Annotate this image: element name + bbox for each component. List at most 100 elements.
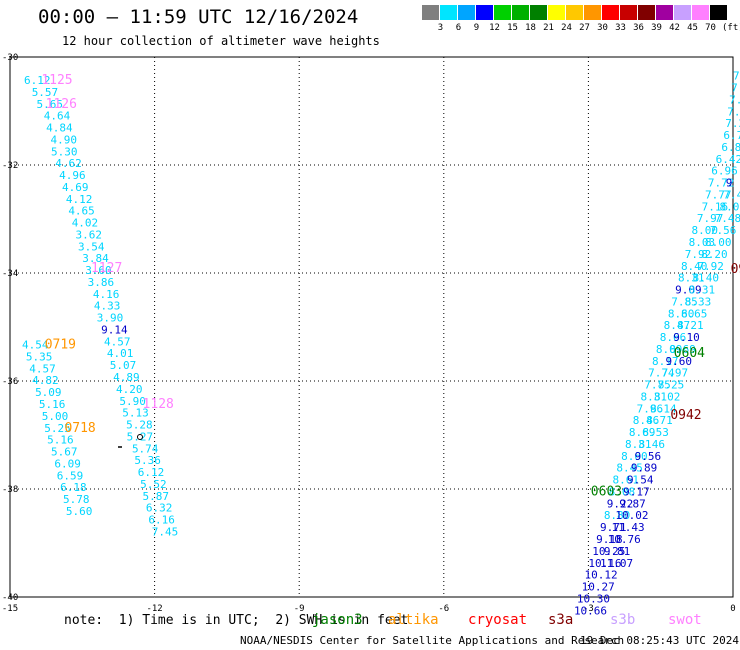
pass-time-label: 09: [731, 262, 740, 277]
wave-height-label: 4.84: [46, 122, 73, 135]
legend-swatch: [710, 5, 727, 20]
wave-height-label: 8.31: [625, 438, 652, 451]
wave-height-label: 8.65: [681, 307, 708, 320]
wave-height-label: 10.02: [615, 509, 648, 522]
wave-height-label: 8.00: [692, 224, 719, 237]
wave-height-label: 3.90: [97, 312, 124, 325]
wave-height-label: 7.96: [637, 402, 664, 415]
wave-height-label: 8.40: [681, 260, 708, 273]
page-title: 00:00 – 11:59 UTC 12/16/2024: [38, 6, 359, 28]
wave-height-label: 5.87: [143, 490, 170, 503]
wave-height-label: 5.07: [110, 359, 137, 372]
wave-height-label: 5.30: [51, 145, 78, 158]
y-tick-label: -30: [2, 53, 18, 63]
wave-height-label: 6.59: [57, 469, 83, 482]
wave-height-label: 7.72: [708, 177, 735, 190]
timestamp: 19 Dec 08:25:43 UTC 2024: [580, 634, 739, 647]
wave-height-label: 5.25: [44, 422, 71, 435]
pass-time-label: 0942: [670, 408, 701, 423]
wave-height-label: 8.46: [633, 414, 660, 427]
mission-swot: swot: [668, 612, 702, 628]
x-tick-label: -12: [146, 604, 162, 614]
wave-height-label: 8.02: [654, 390, 681, 403]
wave-height-label: 3.86: [88, 276, 115, 289]
wave-height-label: 7.2: [725, 117, 740, 130]
wave-height-label: 9.14: [101, 323, 128, 336]
x-tick-label: -15: [2, 604, 18, 614]
legend-label: 21: [543, 23, 554, 33]
wave-height-label: 7.75: [644, 379, 671, 392]
wave-height-label: 8.33: [685, 295, 712, 308]
wave-height-label: 4.62: [55, 157, 82, 170]
wave-height-label: 6.09: [54, 457, 81, 470]
wave-height-label: 5.90: [119, 395, 146, 408]
mission-s3b: s3b: [610, 612, 636, 628]
wave-height-label: 8.40: [693, 272, 720, 285]
legend-swatch: [566, 5, 583, 20]
credit-line: NOAA/NESDIS Center for Satellite Applica…: [240, 634, 625, 647]
wave-height-label: 8.20: [701, 248, 728, 261]
wave-height-label: 3.62: [76, 228, 103, 241]
wave-height-label: 7.45: [152, 525, 179, 538]
wave-height-label: 10.30: [577, 592, 610, 605]
wave-height-label: 7.97: [662, 367, 689, 380]
wave-height-label: 8.09: [656, 343, 683, 356]
mission-jason3: jason3: [312, 612, 363, 628]
wave-height-label: 8.31: [678, 272, 705, 285]
wave-height-label: 9.89: [631, 462, 658, 475]
legend-swatch: [692, 5, 709, 20]
wave-height-label: 4.82: [32, 374, 59, 387]
wave-height-label: 4.90: [50, 133, 77, 146]
wave-height-label: 8.21: [677, 319, 704, 332]
wave-height-label: 8.08: [609, 485, 636, 498]
mission-altika: altika: [388, 612, 439, 628]
wave-height-label: 8.17: [652, 355, 679, 368]
wave-height-label: 8.14: [650, 402, 677, 415]
wave-height-label: 5.09: [35, 386, 62, 399]
wave-height-label: 10.66: [574, 604, 607, 617]
x-tick-label: -3: [583, 604, 594, 614]
legend-label: 15: [507, 23, 518, 33]
legend-label: 33: [615, 23, 626, 33]
legend-swatch: [656, 5, 673, 20]
wave-height-label: 7.85: [671, 295, 698, 308]
legend-swatch: [638, 5, 655, 20]
wave-height-label: 6.12: [138, 466, 165, 479]
legend-swatch: [422, 5, 439, 20]
legend-swatch: [512, 5, 529, 20]
legend-swatch: [674, 5, 691, 20]
wave-height-label: 6.32: [146, 502, 173, 515]
mission-s3a: s3a: [548, 612, 574, 628]
wave-height-label: 5.13: [122, 407, 149, 420]
wave-height-label: 4.65: [68, 205, 95, 218]
wave-height-label: 9.71: [600, 521, 627, 534]
wave-height-label: 5.60: [66, 505, 93, 518]
wave-height-label: 5.67: [51, 446, 78, 459]
wave-height-label: 4.89: [113, 371, 140, 384]
mission-cryosat: cryosat: [468, 612, 528, 628]
island-marker: [137, 434, 143, 440]
wave-height-label: 7.92: [685, 248, 712, 261]
legend-label: 36: [633, 23, 644, 33]
footnote: note: 1) Time is in UTC; 2) SWH is in fe…: [64, 613, 409, 628]
wave-height-label: 10.25: [592, 545, 625, 558]
legend-swatch: [494, 5, 511, 20]
x-tick-label: -6: [438, 604, 449, 614]
wave-height-label: 8.60: [621, 450, 648, 463]
wave-height-label: 8.61: [613, 474, 640, 487]
wave-height-label: 10.16: [588, 557, 621, 570]
wave-height-label: 4.16: [93, 288, 120, 301]
wave-height-label: 8.53: [642, 426, 669, 439]
wave-height-label: 9.18: [596, 533, 623, 546]
wave-height-label: 7.77: [705, 188, 732, 201]
x-tick-label: -9: [294, 604, 305, 614]
wave-height-label: 7.0: [729, 93, 740, 106]
wave-height-label: 4.20: [116, 383, 143, 396]
wave-height-label: 8.66: [660, 331, 687, 344]
wave-height-label: 6.12: [24, 74, 51, 87]
wave-height-label: 4.01: [107, 347, 133, 360]
wave-height-label: 8.31: [689, 284, 716, 297]
wave-height-label: 4.54: [22, 339, 49, 352]
wave-height-label: 9.22: [607, 497, 634, 510]
